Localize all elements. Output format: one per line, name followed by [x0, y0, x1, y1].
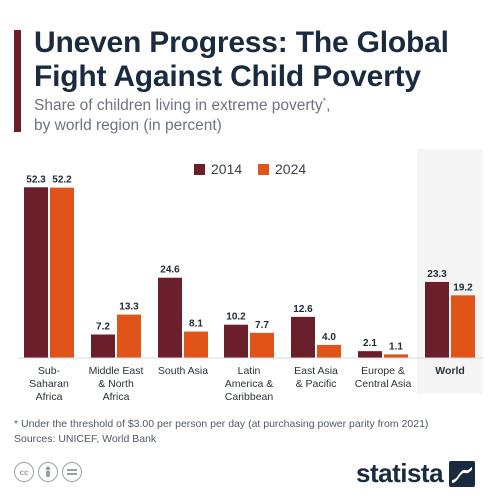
- category-label-europe-central-asia: Europe & Central Asia: [355, 365, 412, 390]
- title-accent-bar: [14, 30, 21, 132]
- footnote-marker: *: [322, 95, 327, 106]
- bar-south-asia-2024: [184, 331, 208, 358]
- category-label-latin-america-caribbean: Latin America & Caribbean: [225, 365, 274, 400]
- bar-sub-saharan-africa-2024: [50, 187, 74, 358]
- bar-latin-america-caribbean-2014: [224, 324, 248, 358]
- legend-swatch-2014: [194, 163, 205, 175]
- bar-latin-america-caribbean-2024: [250, 332, 274, 358]
- statista-brand[interactable]: statista: [356, 458, 476, 489]
- value-label-sub-saharan-africa-2024: 52.2: [52, 175, 72, 186]
- category-label-east-asia-pacific: East Asia & Pacific: [294, 365, 338, 390]
- value-label-east-asia-pacific-2024: 4.0: [322, 332, 336, 343]
- footnote: * Under the threshold of $3.00 per perso…: [14, 418, 429, 430]
- license-icons: cc: [14, 462, 82, 482]
- value-label-latin-america-caribbean-2024: 7.7: [255, 320, 269, 331]
- bar-world-2024: [451, 295, 475, 358]
- value-label-europe-central-asia-2014: 2.1: [363, 338, 377, 349]
- bar-south-asia-2014: [158, 277, 182, 358]
- value-label-world-2024: 19.2: [453, 282, 473, 293]
- bar-middle-east-north-africa-2024: [117, 314, 141, 358]
- cc-icon[interactable]: cc: [14, 462, 34, 482]
- chart-subtitle: Share of children living in extreme pove…: [34, 96, 474, 136]
- value-label-sub-saharan-africa-2014: 52.3: [26, 174, 46, 185]
- equals-icon[interactable]: [62, 462, 82, 482]
- legend-label-2024: 2024: [275, 161, 307, 177]
- statista-logo-icon: [449, 460, 476, 487]
- bar-east-asia-pacific-2014: [291, 316, 315, 358]
- subtitle-line-2: by world region (in percent): [34, 117, 222, 134]
- category-label-south-asia: South Asia: [158, 365, 208, 377]
- bar-world-2014: [425, 281, 449, 358]
- bar-middle-east-north-africa-2014: [91, 334, 115, 358]
- bar-sub-saharan-africa-2014: [24, 187, 48, 358]
- legend-swatch-2024: [258, 163, 269, 175]
- chart-title: Uneven Progress: The Global Fight Agains…: [34, 26, 484, 94]
- value-label-latin-america-caribbean-2014: 10.2: [226, 312, 246, 323]
- subtitle-line-1: Share of children living in extreme pove…: [34, 97, 323, 114]
- bar-chart: 52.3 52.2 Sub-Saharan Africa 7.2 13.3 Middle E…: [18, 174, 482, 400]
- brand-wordmark: statista: [356, 458, 444, 488]
- category-label-sub-saharan-africa: Sub-Saharan Africa: [29, 365, 69, 400]
- value-label-middle-east-north-africa-2024: 13.3: [119, 302, 139, 313]
- value-label-south-asia-2014: 24.6: [160, 265, 180, 276]
- legend: 2014 2024: [0, 160, 500, 178]
- person-icon[interactable]: [38, 462, 58, 482]
- bar-east-asia-pacific-2024: [317, 344, 341, 358]
- sources: Sources: UNICEF, World Bank: [14, 433, 157, 445]
- value-label-east-asia-pacific-2014: 12.6: [293, 304, 313, 315]
- value-label-world-2014: 23.3: [427, 269, 447, 280]
- bar-europe-central-asia-2014: [358, 351, 382, 358]
- legend-label-2014: 2014: [211, 161, 243, 177]
- value-label-europe-central-asia-2024: 1.1: [389, 341, 403, 352]
- title-line-2: Fight Against Child Poverty: [34, 60, 421, 93]
- value-label-middle-east-north-africa-2014: 7.2: [96, 321, 110, 332]
- title-line-1: Uneven Progress: The Global: [34, 26, 449, 59]
- category-label-middle-east-north-africa: Middle East & North Africa: [89, 365, 144, 400]
- legend-item-2014: 2014: [194, 160, 242, 178]
- value-label-south-asia-2024: 8.1: [189, 319, 203, 330]
- bar-europe-central-asia-2024: [384, 354, 408, 358]
- legend-item-2024: 2024: [258, 160, 306, 178]
- category-label-world: World: [435, 365, 465, 377]
